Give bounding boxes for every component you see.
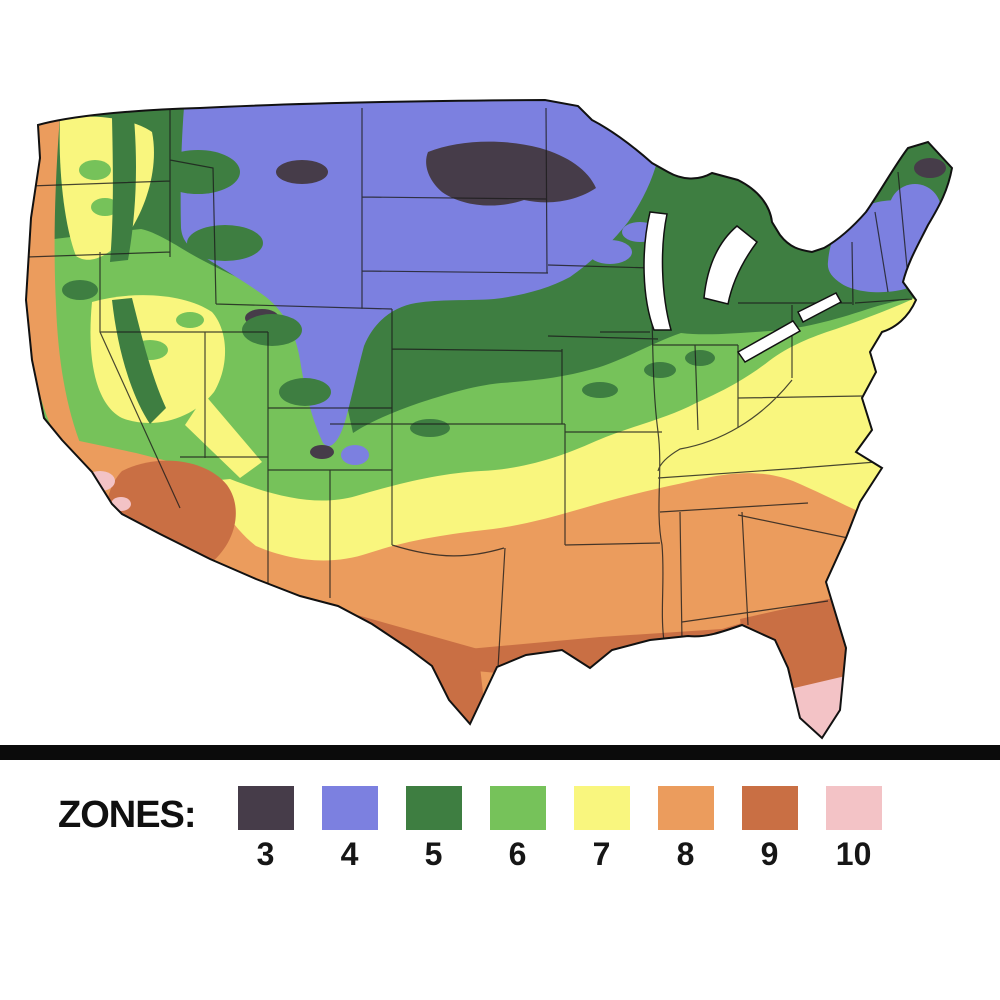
legend-divider bbox=[0, 745, 1000, 760]
state-borders bbox=[26, 107, 913, 669]
lake-ontario bbox=[796, 292, 843, 324]
legend-item-10: 10 bbox=[825, 786, 882, 873]
zone-8-coastal-strip bbox=[26, 116, 82, 448]
legend-swatch-10 bbox=[825, 786, 882, 830]
legend-swatch-4 bbox=[321, 786, 378, 830]
legend-zone-number: 3 bbox=[256, 836, 275, 872]
us-outline bbox=[24, 98, 954, 740]
legend-item-4: 4 bbox=[321, 786, 378, 873]
lake-huron bbox=[703, 225, 759, 305]
legend-item-8: 8 bbox=[657, 786, 714, 873]
legend-title: ZONES: bbox=[58, 794, 197, 836]
legend-item-6: 6 bbox=[489, 786, 546, 873]
legend-swatch-7 bbox=[573, 786, 630, 830]
zone-3-region bbox=[245, 141, 946, 459]
legend-swatch-9 bbox=[741, 786, 798, 830]
legend-item-9: 9 bbox=[741, 786, 798, 873]
legend-zone-number: 8 bbox=[676, 836, 695, 872]
legend-swatch-3 bbox=[237, 786, 294, 830]
legend-zone-number: 7 bbox=[592, 836, 611, 872]
legend-swatch-8 bbox=[657, 786, 714, 830]
zone-5-west-mountains bbox=[62, 118, 331, 424]
legend-zone-number: 10 bbox=[835, 836, 872, 872]
legend-zone-number: 9 bbox=[760, 836, 779, 872]
us-hardiness-map bbox=[24, 98, 954, 740]
legend-item-7: 7 bbox=[573, 786, 630, 873]
legend-zone-number: 5 bbox=[424, 836, 443, 872]
legend-zone-number: 6 bbox=[508, 836, 527, 872]
legend-item-5: 5 bbox=[405, 786, 462, 873]
legend-items: 3 4 5 6 7 8 9 10 bbox=[237, 786, 882, 873]
legend: ZONES: 3 4 5 6 7 8 9 10 bbox=[0, 760, 1000, 873]
legend-swatch-5 bbox=[405, 786, 462, 830]
lake-erie bbox=[736, 320, 802, 363]
legend-zone-number: 4 bbox=[340, 836, 359, 872]
legend-swatch-6 bbox=[489, 786, 546, 830]
legend-item-3: 3 bbox=[237, 786, 294, 873]
great-lakes bbox=[643, 211, 843, 363]
lake-michigan bbox=[643, 211, 672, 331]
